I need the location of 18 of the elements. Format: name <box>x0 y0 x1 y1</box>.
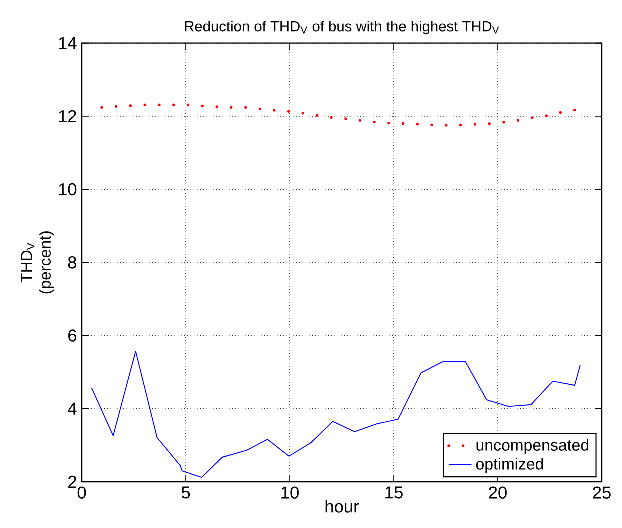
y-tick-label: 12 <box>59 110 76 122</box>
y-tick-label: 4 <box>68 402 77 415</box>
legend-label: uncompensated <box>476 439 589 454</box>
x-tick-label: 15 <box>386 486 403 499</box>
x-tick-label: 20 <box>489 486 507 499</box>
y-tick-label: 2 <box>68 476 76 488</box>
x-tick-label: 0 <box>78 486 86 499</box>
legend-label: optimized <box>476 458 544 474</box>
x-tick-label: 10 <box>282 486 299 499</box>
y-tick-label: 10 <box>59 183 77 196</box>
y-tick-label: 6 <box>68 330 77 342</box>
y-tick-label: 14 <box>59 37 77 50</box>
y-tick-label: 8 <box>68 256 77 269</box>
y-axis-title: THD$_{V}$ (percent) <box>21 232 54 294</box>
x-tick-label: 5 <box>182 486 190 499</box>
x-axis-title: hour <box>326 500 360 513</box>
chart-title: Reduction of THD$_{V}$ of bus with the highest THD$_{V}$ <box>185 20 500 35</box>
x-tick-label: 25 <box>593 486 611 499</box>
